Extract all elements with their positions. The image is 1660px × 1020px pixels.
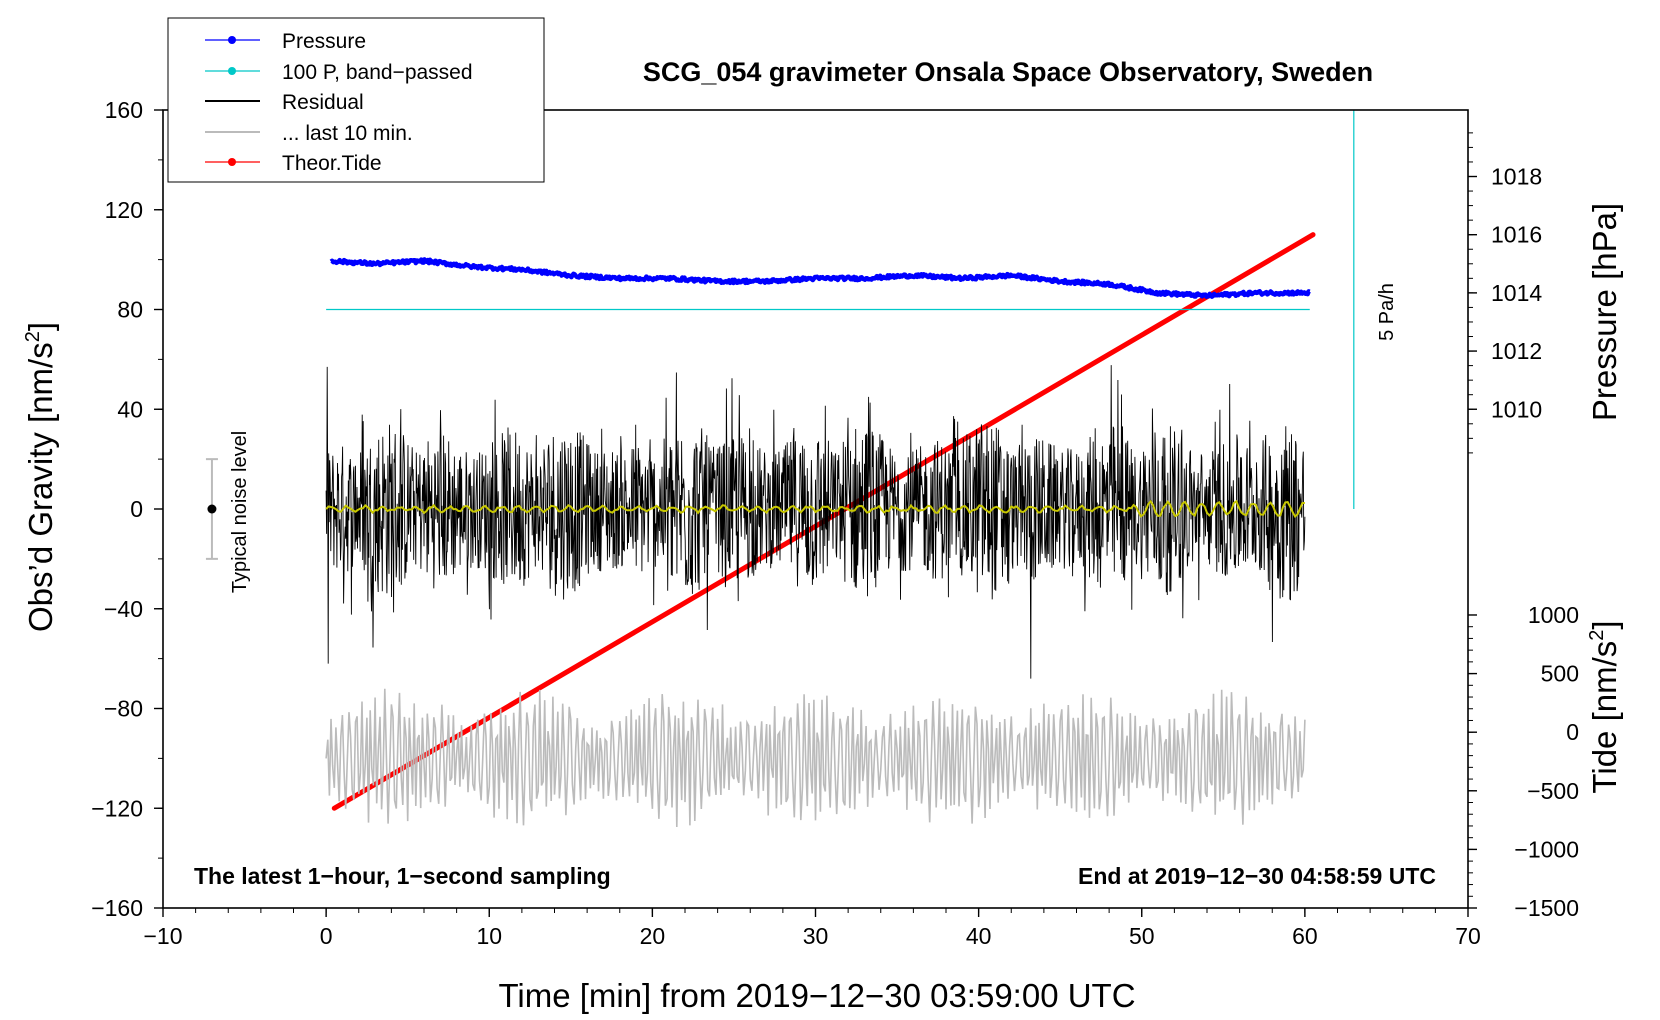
x-tick-label: 50	[1129, 923, 1155, 949]
y-tick-label: −40	[104, 596, 143, 622]
y-tick-label: −160	[91, 895, 143, 921]
residual-smoothed-line	[325, 499, 1305, 519]
x-tick-label: 0	[320, 923, 333, 949]
y-tick-label: 40	[117, 396, 143, 422]
x-tick-label: 70	[1455, 923, 1481, 949]
end-time-note: End at 2019−12−30 04:58:59 UTC	[1078, 863, 1436, 889]
residual-line	[325, 365, 1306, 679]
legend: Pressure 100 P, band−passed Residual ...…	[167, 17, 545, 183]
x-tick-label: 30	[803, 923, 829, 949]
legend-tide-label: Theor.Tide	[282, 152, 382, 175]
x-tick-label: 60	[1292, 923, 1318, 949]
tide-tick-label: 1000	[1528, 602, 1579, 628]
y-axis-title-gravity: Obs’d Gravity [nm/s2]	[22, 322, 59, 632]
legend-tide-marker	[228, 158, 236, 166]
pressure-layer	[329, 257, 1311, 299]
noise-bar-center-dot	[207, 504, 217, 514]
tide-tick-label: 0	[1566, 719, 1579, 745]
tide-tick-label: −1500	[1514, 895, 1579, 921]
x-tick-label: −10	[143, 923, 182, 949]
x-tick-label: 40	[966, 923, 992, 949]
sampling-note: The latest 1−hour, 1−second sampling	[194, 863, 611, 889]
pressure-tick-label: 1010	[1491, 396, 1542, 422]
ticks-layer: −10 0 10 20 30 40 50 60 70 −160 −120 −80 −40 0 40 80 120…	[91, 97, 1579, 949]
legend-bandpassed-marker	[228, 67, 236, 75]
pressure-tick-label: 1018	[1491, 164, 1542, 190]
tide-tick-label: −1000	[1514, 836, 1579, 862]
tide-tick-label: −500	[1527, 778, 1579, 804]
legend-last10-label: ... last 10 min.	[282, 122, 413, 145]
y-axis-title-pressure: Pressure [hPa]	[1586, 203, 1623, 421]
noise-level-label: Typical noise level	[229, 431, 251, 593]
y-axis-title-tide: Tide [nm/s2]	[1586, 620, 1623, 793]
y-tick-label: 80	[117, 297, 143, 323]
pressure-tick-label: 1016	[1491, 222, 1542, 248]
y-tick-label: −80	[104, 696, 143, 722]
x-axis-title: Time [min] from 2019−12−30 03:59:00 UTC	[498, 977, 1135, 1014]
y-axis-title-tide-end: ]	[1586, 620, 1623, 629]
legend-pressure-label: Pressure	[282, 30, 366, 53]
x-tick-label: 10	[476, 923, 502, 949]
x-tick-label: 20	[640, 923, 666, 949]
legend-pressure-marker	[228, 36, 236, 44]
rate-label: 5 Pa/h	[1376, 283, 1398, 341]
y-axis-title-tide-sup: 2	[1586, 630, 1608, 641]
legend-bandpassed-label: 100 P, band−passed	[282, 61, 473, 84]
annotation-layer	[205, 110, 1355, 560]
legend-residual-label: Residual	[282, 91, 364, 114]
pressure-line	[329, 257, 1311, 299]
y-axis-title-gravity-main: Obs’d Gravity [nm/s	[22, 342, 59, 632]
y-axis-title-gravity-end: ]	[22, 322, 59, 331]
pressure-tick-label: 1014	[1491, 280, 1542, 306]
residual-layer	[325, 365, 1306, 679]
tide-tick-label: 500	[1541, 661, 1579, 687]
last-10-min-layer	[325, 688, 1306, 828]
y-tick-label: −120	[91, 795, 143, 821]
y-axis-title-gravity-sup: 2	[22, 331, 44, 342]
pressure-tick-label: 1012	[1491, 338, 1542, 364]
y-axis-title-tide-main: Tide [nm/s	[1586, 641, 1623, 794]
y-tick-label: 0	[130, 496, 143, 522]
y-tick-label: 160	[105, 97, 143, 123]
last-10-min-line	[325, 688, 1306, 828]
chart-title: SCG_054 gravimeter Onsala Space Observat…	[643, 57, 1373, 87]
y-tick-label: 120	[105, 197, 143, 223]
residual-smoothed-layer	[325, 499, 1305, 519]
